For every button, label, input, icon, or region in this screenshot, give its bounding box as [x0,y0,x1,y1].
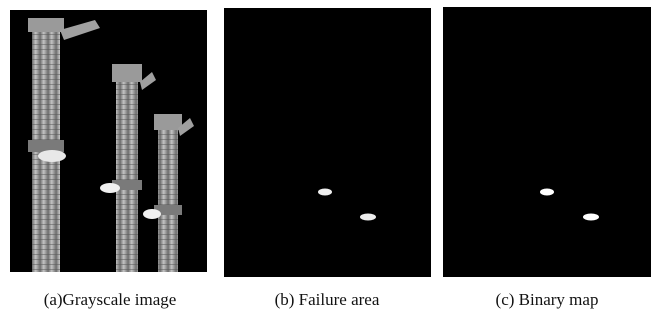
figure [0,0,654,285]
grayscale-image [10,10,207,272]
binary-map-image [443,7,651,277]
caption: (b) Failure area [222,290,432,310]
page: (a)Grayscale image (b) Failure area (c) … [0,0,654,325]
caption: (c) Binary map [442,290,652,310]
caption: (a)Grayscale image [5,290,215,310]
failure-area-image [224,8,431,277]
